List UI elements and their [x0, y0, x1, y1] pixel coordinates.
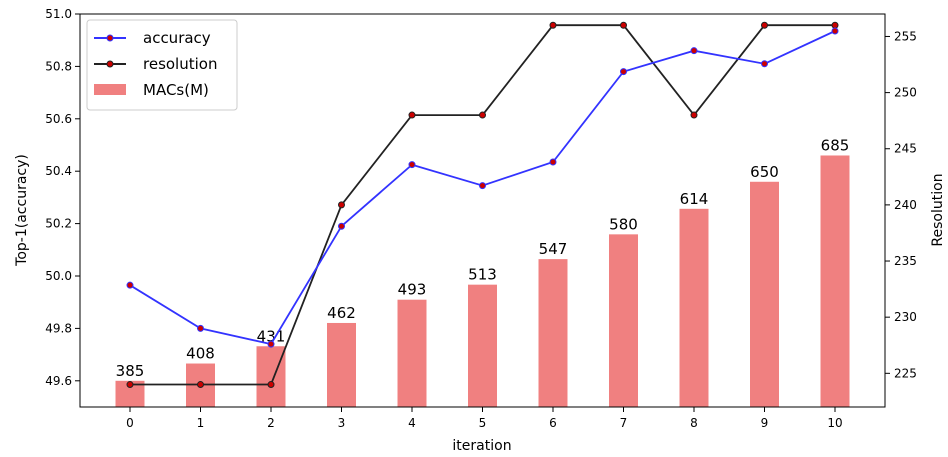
- y-axis-left: 49.6 49.8 50.0 50.2 50.4 50.6 50.8 51.0: [45, 7, 80, 388]
- y-left-tick-label-2: 50.0: [45, 269, 72, 283]
- bar-macs-3: [327, 322, 356, 407]
- y-right-tick-label-0: 225: [894, 366, 917, 380]
- resolution-point-4: [408, 111, 416, 119]
- resolution-point-3: [338, 201, 345, 209]
- legend-macs-label: MACs(M): [143, 81, 209, 99]
- accuracy-point-5: [479, 182, 486, 190]
- y-axis-left-title: Top-1(accuracy): [14, 154, 30, 267]
- accuracy-point-8: [690, 47, 698, 55]
- resolution-point-0: [126, 381, 134, 389]
- legend-accuracy-label: accuracy: [143, 29, 211, 47]
- y-right-tick-label-5: 250: [894, 86, 917, 100]
- bar-label-6: 547: [539, 240, 568, 258]
- resolution-point-5: [479, 111, 486, 119]
- bar-macs-4: [397, 299, 427, 407]
- bar-label-1: 408: [186, 345, 215, 363]
- resolution-point-1: [197, 381, 204, 389]
- bar-macs-8: [679, 208, 709, 407]
- resolution-point-9: [761, 21, 768, 29]
- resolution-point-7: [620, 21, 627, 29]
- accuracy-point-0: [126, 281, 134, 289]
- bar-label-9: 650: [750, 163, 779, 181]
- lines-group: [126, 21, 839, 389]
- accuracy-point-1: [197, 324, 204, 332]
- bar-label-0: 385: [116, 362, 145, 380]
- y-right-tick-label-6: 255: [894, 29, 917, 43]
- x-tick-label-1: 1: [197, 416, 205, 430]
- x-tick-label-7: 7: [620, 416, 628, 430]
- x-tick-label-9: 9: [761, 416, 769, 430]
- y-right-tick-label-2: 235: [894, 254, 917, 268]
- accuracy-point-10: [831, 27, 839, 35]
- legend-resolution-label: resolution: [143, 55, 217, 73]
- resolution-point-8: [690, 111, 698, 119]
- legend: accuracy resolution MACs(M): [86, 19, 238, 111]
- bar-macs-2: [256, 346, 286, 407]
- bar-label-4: 493: [398, 281, 427, 299]
- x-tick-label-6: 6: [549, 416, 557, 430]
- y-axis-right-title: Resolution: [930, 173, 946, 246]
- bar-label-5: 513: [468, 266, 497, 284]
- x-axis: 0 1 2 3 4 5 6 7 8 9 10: [126, 407, 843, 430]
- x-axis-title: iteration: [452, 438, 511, 454]
- bar-macs-10: [820, 155, 850, 407]
- legend-resolution-marker: [106, 60, 114, 68]
- x-tick-label-8: 8: [690, 416, 698, 430]
- bar-label-3: 462: [327, 304, 356, 322]
- x-tick-label-0: 0: [126, 416, 134, 430]
- accuracy-point-7: [620, 68, 627, 76]
- y-left-tick-label-0: 49.6: [45, 374, 72, 388]
- x-tick-label-10: 10: [827, 416, 842, 430]
- bar-macs-7: [609, 234, 638, 407]
- x-tick-label-4: 4: [408, 416, 416, 430]
- bar-macs-9: [750, 181, 779, 407]
- y-right-tick-label-3: 240: [894, 198, 917, 212]
- y-axis-right: 225 230 235 240 245 250 255: [885, 29, 917, 380]
- y-left-tick-label-4: 50.4: [45, 164, 72, 178]
- bar-label-7: 580: [609, 215, 638, 233]
- accuracy-point-3: [338, 222, 345, 230]
- bars-group: [115, 155, 850, 407]
- y-left-tick-label-7: 51.0: [45, 7, 72, 21]
- y-left-tick-label-1: 49.8: [45, 321, 72, 335]
- y-left-tick-label-6: 50.8: [45, 59, 72, 73]
- bar-macs-5: [468, 284, 497, 407]
- x-tick-label-2: 2: [267, 416, 275, 430]
- y-right-tick-label-4: 245: [894, 142, 917, 156]
- resolution-point-6: [549, 21, 557, 29]
- accuracy-point-9: [761, 60, 768, 68]
- accuracy-point-2: [267, 340, 275, 348]
- bar-label-8: 614: [680, 190, 709, 208]
- bar-macs-6: [538, 259, 568, 407]
- legend-macs-swatch: [94, 84, 126, 95]
- accuracy-point-4: [408, 161, 416, 169]
- y-left-tick-label-3: 50.2: [45, 217, 72, 231]
- x-tick-label-3: 3: [338, 416, 346, 430]
- resolution-point-10: [831, 21, 839, 29]
- resolution-point-2: [267, 381, 275, 389]
- bar-label-10: 685: [821, 136, 850, 154]
- accuracy-point-6: [549, 158, 557, 166]
- x-tick-label-5: 5: [479, 416, 487, 430]
- y-right-tick-label-1: 230: [894, 310, 917, 324]
- legend-accuracy-marker: [106, 34, 114, 42]
- y-left-tick-label-5: 50.6: [45, 112, 72, 126]
